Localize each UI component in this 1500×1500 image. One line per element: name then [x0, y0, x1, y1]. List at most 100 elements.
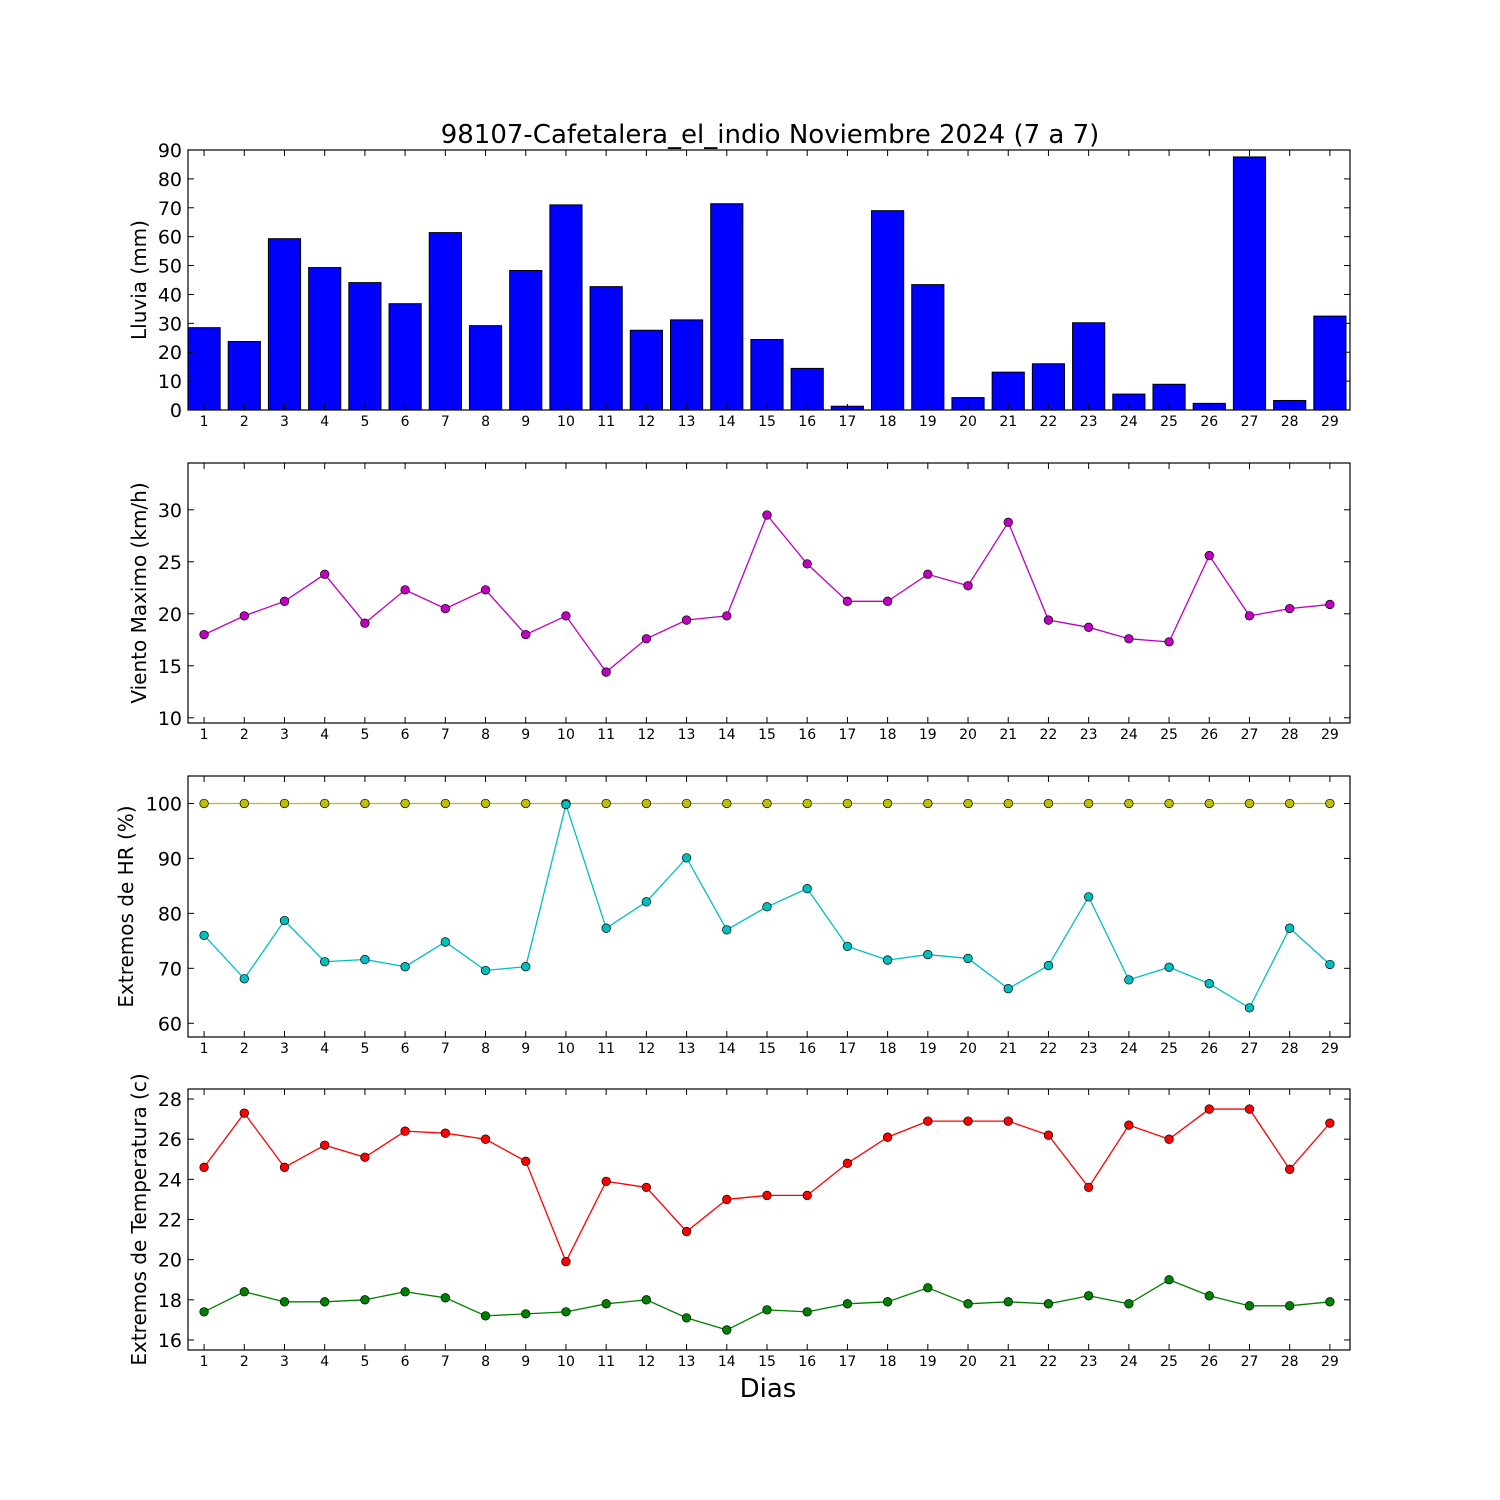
data-point [1285, 1164, 1295, 1174]
data-point [762, 902, 772, 912]
y-tick-label: 100 [146, 793, 182, 815]
data-point [480, 798, 491, 809]
data-point [681, 615, 692, 625]
rain-bar [348, 282, 382, 411]
x-tick-label: 1 [200, 1354, 209, 1370]
rain-bar [468, 325, 503, 411]
x-tick-label: 29 [1321, 1041, 1339, 1057]
series-line-2 [203, 1279, 1330, 1331]
x-tick-label: 24 [1120, 414, 1138, 430]
x-tick-label: 27 [1241, 1041, 1259, 1057]
y-axis-label: Viento Maximo (km/h) [127, 482, 151, 703]
data-point [842, 798, 853, 809]
y-tick-label: 60 [158, 1013, 182, 1035]
data-point [521, 1156, 531, 1166]
x-tick-label: 24 [1120, 1041, 1138, 1057]
x-tick-label: 8 [481, 1354, 490, 1370]
data-point [1003, 984, 1013, 994]
data-point [641, 897, 652, 907]
rain-bar [549, 204, 583, 411]
x-tick-label: 21 [999, 727, 1017, 743]
data-point [1043, 960, 1054, 971]
data-point [722, 1194, 732, 1205]
x-tick-label: 16 [798, 1354, 816, 1370]
data-point [762, 510, 772, 520]
y-tick-label: 20 [158, 1250, 182, 1272]
x-tick-label: 17 [838, 1354, 856, 1370]
rain-bar [388, 303, 422, 411]
x-tick-label: 19 [919, 1041, 937, 1057]
y-tick-label: 28 [158, 1089, 182, 1111]
x-tick-label: 17 [838, 414, 856, 430]
x-tick-label: 14 [718, 1041, 736, 1057]
data-point [400, 962, 410, 972]
data-point [1244, 611, 1255, 621]
rain-bar [1031, 363, 1066, 411]
x-tick-label: 18 [879, 414, 897, 430]
x-tick-label: 19 [919, 727, 937, 743]
x-tick-label: 13 [678, 414, 696, 430]
rain-bar [308, 267, 342, 411]
x-tick-label: 23 [1080, 1354, 1098, 1370]
y-tick-label: 10 [158, 708, 182, 730]
data-point [1083, 892, 1094, 902]
data-point [1124, 798, 1134, 809]
y-tick-label: 30 [158, 313, 182, 335]
data-point [923, 798, 933, 809]
data-point [1164, 962, 1174, 972]
rain-bar [750, 339, 784, 411]
x-tick-label: 17 [838, 727, 856, 743]
data-point [1003, 1116, 1013, 1126]
rain-bar [267, 238, 302, 411]
data-point [239, 1287, 249, 1297]
data-point [1164, 637, 1174, 647]
data-point [199, 629, 209, 640]
y-tick-label: 20 [158, 342, 182, 364]
x-tick-label: 22 [1040, 1041, 1058, 1057]
x-tick-label: 15 [758, 727, 776, 743]
data-point [1124, 634, 1134, 644]
x-tick-label: 3 [280, 727, 289, 743]
x-tick-label: 12 [637, 1041, 655, 1057]
x-tick-label: 12 [637, 727, 655, 743]
data-point [199, 798, 209, 809]
x-tick-label: 18 [879, 1354, 897, 1370]
x-tick-label: 18 [879, 727, 897, 743]
x-tick-label: 11 [597, 1354, 615, 1370]
data-point [601, 798, 611, 809]
data-point [601, 1176, 611, 1186]
x-tick-label: 15 [758, 1354, 776, 1370]
data-point [963, 581, 973, 591]
data-point [239, 611, 249, 621]
data-point [440, 1293, 450, 1303]
x-tick-label: 12 [637, 414, 655, 430]
x-axis-label: Dias [740, 1374, 797, 1404]
data-point [400, 798, 410, 809]
x-tick-label: 9 [521, 414, 530, 430]
x-tick-label: 13 [678, 1354, 696, 1370]
y-axis-label: Lluvia (mm) [127, 220, 151, 340]
x-tick-label: 28 [1281, 727, 1299, 743]
x-tick-label: 21 [999, 1041, 1017, 1057]
y-tick-label: 20 [158, 604, 182, 626]
data-point [1003, 1297, 1013, 1307]
x-tick-label: 20 [959, 727, 977, 743]
x-tick-label: 24 [1120, 1354, 1138, 1370]
data-point [1003, 798, 1013, 809]
x-tick-label: 23 [1080, 727, 1098, 743]
x-tick-label: 1 [200, 727, 209, 743]
x-tick-label: 9 [521, 1041, 530, 1057]
data-point [1124, 975, 1134, 985]
x-tick-label: 21 [999, 414, 1017, 430]
x-tick-label: 6 [401, 727, 410, 743]
data-point [1124, 1299, 1134, 1309]
x-tick-label: 4 [320, 1041, 329, 1057]
series-line-1 [203, 513, 1330, 673]
data-point [360, 1152, 370, 1162]
data-point [601, 1299, 611, 1309]
x-tick-label: 25 [1160, 1041, 1178, 1057]
